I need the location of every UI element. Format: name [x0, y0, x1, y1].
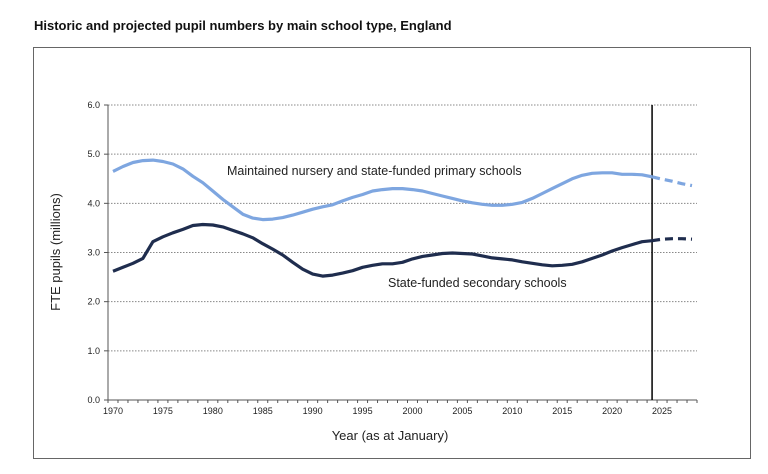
- y-tick-label: 6.0: [87, 100, 100, 110]
- x-tick-label: 1975: [153, 406, 173, 416]
- series-line-0: [112, 158, 653, 222]
- series-projection-1: [651, 237, 693, 243]
- y-tick-label: 3.0: [87, 248, 100, 258]
- x-tick-label: 1970: [103, 406, 123, 416]
- y-tick-label: 5.0: [87, 149, 100, 159]
- series-label-primary: Maintained nursery and state-funded prim…: [227, 164, 522, 178]
- x-tick-label: 2015: [552, 406, 572, 416]
- x-tick-label: 2010: [502, 406, 522, 416]
- x-tick-label: 1985: [253, 406, 273, 416]
- x-tick-label: 2020: [602, 406, 622, 416]
- series-projection-0: [651, 175, 693, 188]
- series-line-1: [112, 222, 653, 278]
- y-tick-label: 0.0: [87, 395, 100, 405]
- y-tick-label: 2.0: [87, 297, 100, 307]
- y-axis-label: FTE pupils (millions): [48, 193, 63, 311]
- chart-title: Historic and projected pupil numbers by …: [34, 18, 452, 33]
- x-axis-label: Year (as at January): [332, 428, 449, 443]
- x-tick-label: 1980: [203, 406, 223, 416]
- y-tick-label: 4.0: [87, 198, 100, 208]
- series-label-secondary: State-funded secondary schools: [388, 276, 567, 290]
- x-tick-label: 1990: [303, 406, 323, 416]
- x-tick-label: 2005: [452, 406, 472, 416]
- x-tick-label: 2025: [652, 406, 672, 416]
- chart-frame: [33, 47, 751, 459]
- y-tick-label: 1.0: [87, 346, 100, 356]
- x-tick-label: 2000: [402, 406, 422, 416]
- x-tick-label: 1995: [353, 406, 373, 416]
